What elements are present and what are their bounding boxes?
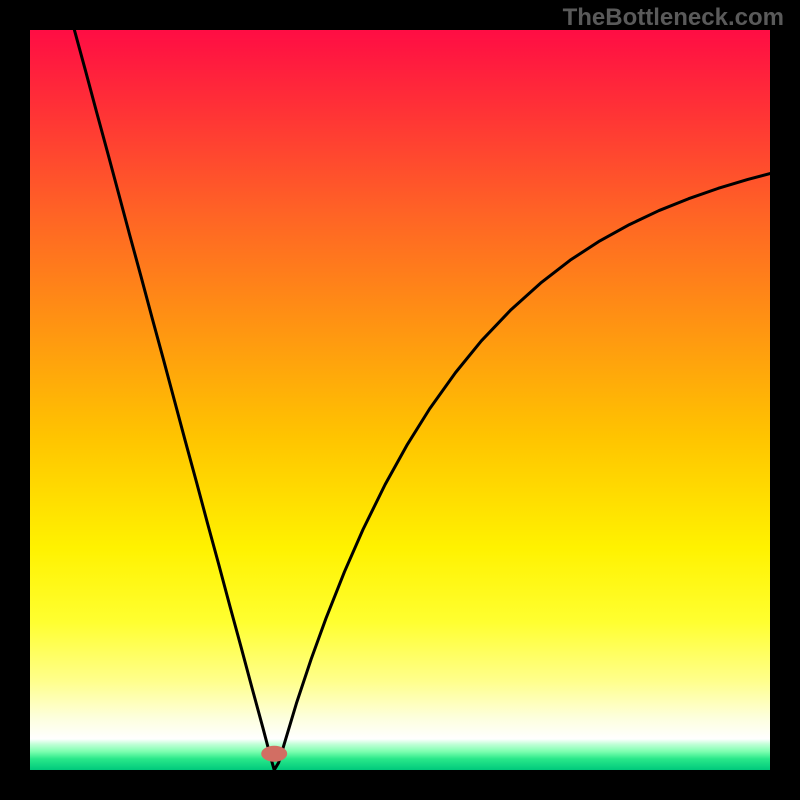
chart-svg xyxy=(30,30,770,770)
gradient-background xyxy=(30,30,770,770)
minimum-marker xyxy=(261,746,287,762)
watermark-text: TheBottleneck.com xyxy=(563,4,784,32)
plot-area xyxy=(30,30,770,770)
